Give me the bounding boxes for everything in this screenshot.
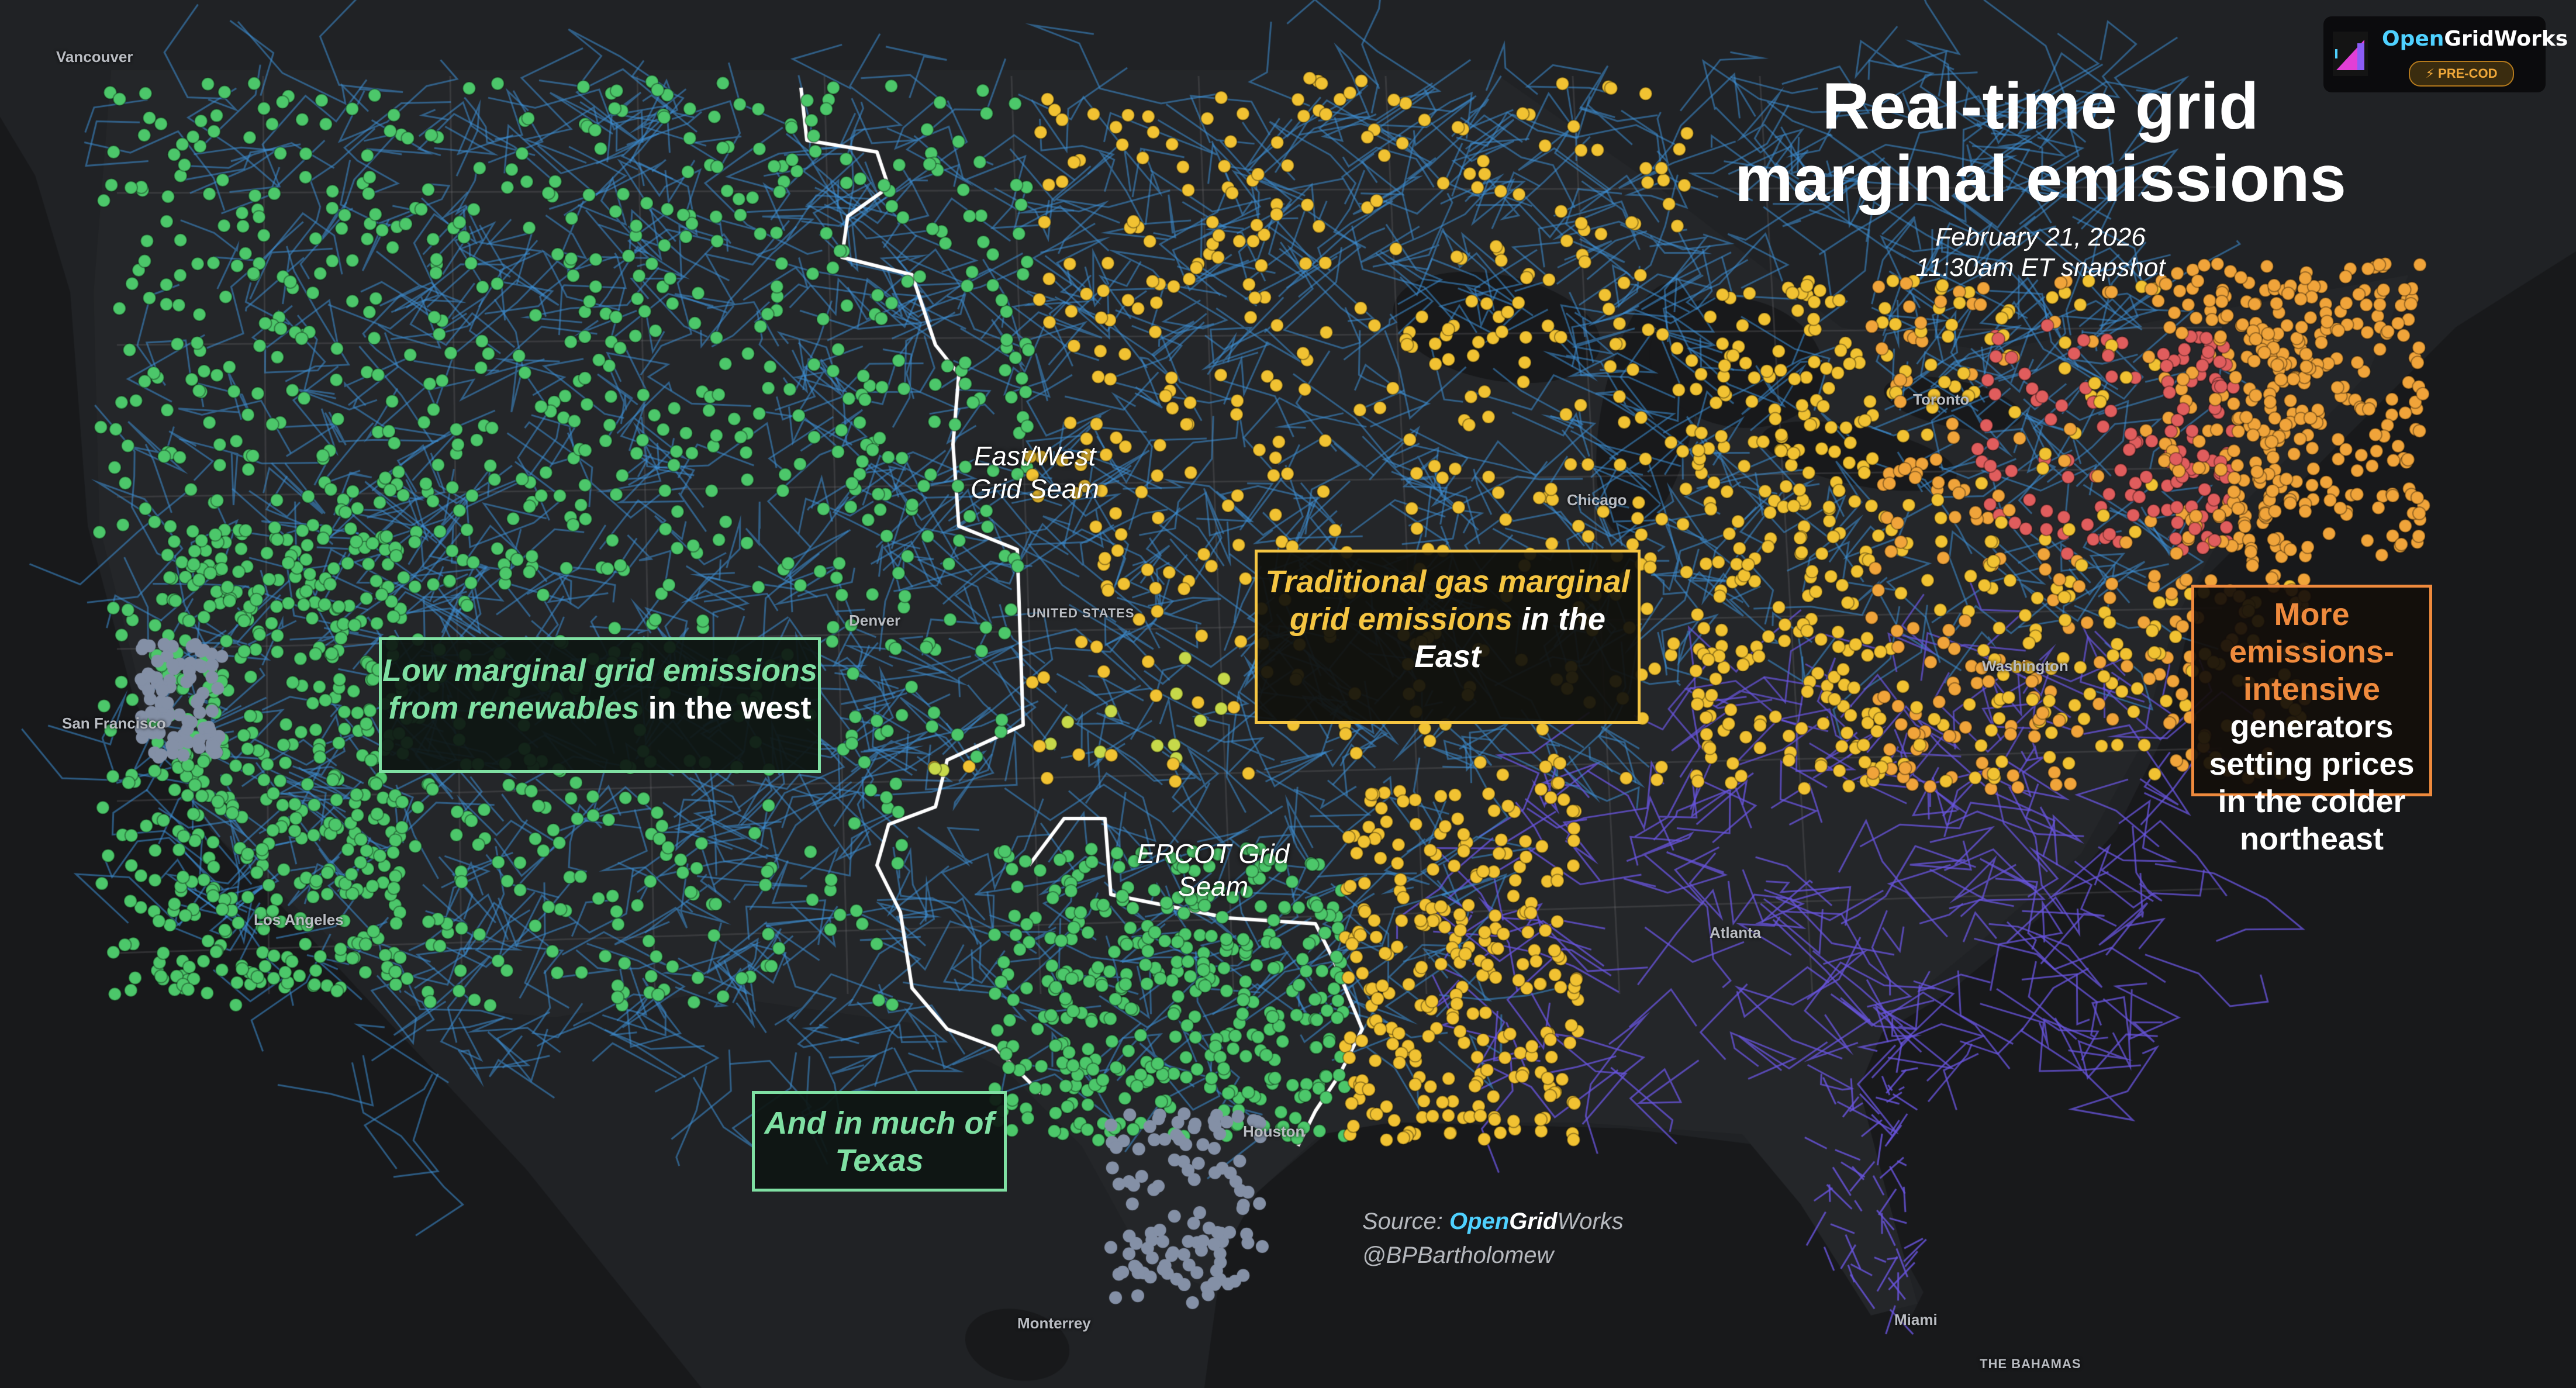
source-line: Source: OpenGridWorks	[1362, 1204, 1624, 1238]
texas-annotation: And in much of Texas	[752, 1091, 1007, 1192]
source-credit: Source: OpenGridWorks @BPBartholomew	[1362, 1204, 1624, 1272]
city-label-los-angeles: Los Angeles	[254, 911, 344, 928]
logo-wordmark-open: Open	[2382, 27, 2444, 51]
west-annotation-tail: in the west	[648, 690, 812, 726]
west-annotation: Low marginal grid emissions from renewab…	[379, 637, 821, 773]
title-line-2: marginal emissions	[1735, 142, 2346, 215]
grid-bars-icon	[2333, 32, 2368, 76]
city-label-vancouver: Vancouver	[56, 48, 133, 65]
east-annotation-tail: in the East	[1414, 602, 1606, 674]
logo-wordmark: OpenGridWorks	[2382, 27, 2568, 51]
city-label-chicago: Chicago	[1567, 491, 1627, 509]
northeast-annotation-highlight: More emissions-intensive	[2229, 597, 2395, 707]
city-label-houston: Houston	[1243, 1123, 1305, 1140]
east-west-seam-label: East/West Grid Seam	[935, 440, 1134, 505]
pre-cod-badge: ⚡ PRE-COD	[2409, 61, 2514, 87]
city-label-denver: Denver	[849, 612, 901, 629]
country-label-bahamas: THE BAHAMAS	[1980, 1356, 2081, 1371]
logo-wordmark-rest: GridWorks	[2444, 27, 2568, 51]
source-grid: Grid	[1509, 1209, 1558, 1234]
city-label-miami: Miami	[1894, 1311, 1938, 1328]
west-annotation-highlight: Low marginal grid emissions from renewab…	[382, 653, 818, 726]
source-open: Open	[1449, 1209, 1510, 1234]
northeast-annotation: More emissions-intensive generators sett…	[2191, 585, 2432, 857]
city-label-toronto: Toronto	[1913, 391, 1970, 408]
east-west-seam-line-1: East/West	[973, 441, 1096, 471]
source-prefix: Source:	[1362, 1209, 1449, 1234]
city-label-atlanta: Atlanta	[1710, 924, 1762, 941]
east-west-seam-line-2: Grid Seam	[971, 474, 1099, 504]
source-works: Works	[1557, 1209, 1624, 1234]
title-line-1: Real-time grid	[1822, 70, 2259, 143]
map-title: Real-time grid marginal emissions	[1631, 70, 2450, 215]
snapshot-time: 11:30am ET snapshot	[1915, 253, 2166, 282]
ercot-seam-line-2: Seam	[1177, 871, 1249, 902]
northeast-annotation-tail: generators setting prices in the colder …	[2209, 709, 2415, 857]
ercot-seam-label: ERCOT Grid Seam	[1117, 837, 1310, 903]
city-label-washington: Washington	[1982, 657, 2069, 675]
snapshot-date: February 21, 2026	[1935, 223, 2146, 251]
ercot-seam-line-1: ERCOT Grid	[1137, 838, 1290, 869]
east-annotation: Traditional gas marginal grid emissions …	[1255, 550, 1641, 724]
country-label-united-states: UNITED STATES	[1027, 606, 1135, 620]
city-label-monterrey: Monterrey	[1017, 1314, 1091, 1332]
east-annotation-highlight: Traditional gas marginal grid emissions	[1265, 564, 1630, 637]
opengridworks-logo: OpenGridWorks ⚡ PRE-COD	[2323, 16, 2568, 92]
texas-annotation-highlight: And in much of Texas	[764, 1106, 995, 1178]
source-handle: @BPBartholomew	[1362, 1242, 1554, 1268]
map-subtitle: February 21, 2026 11:30am ET snapshot	[1807, 222, 2274, 283]
city-label-san-francisco: San Francisco	[62, 714, 166, 732]
